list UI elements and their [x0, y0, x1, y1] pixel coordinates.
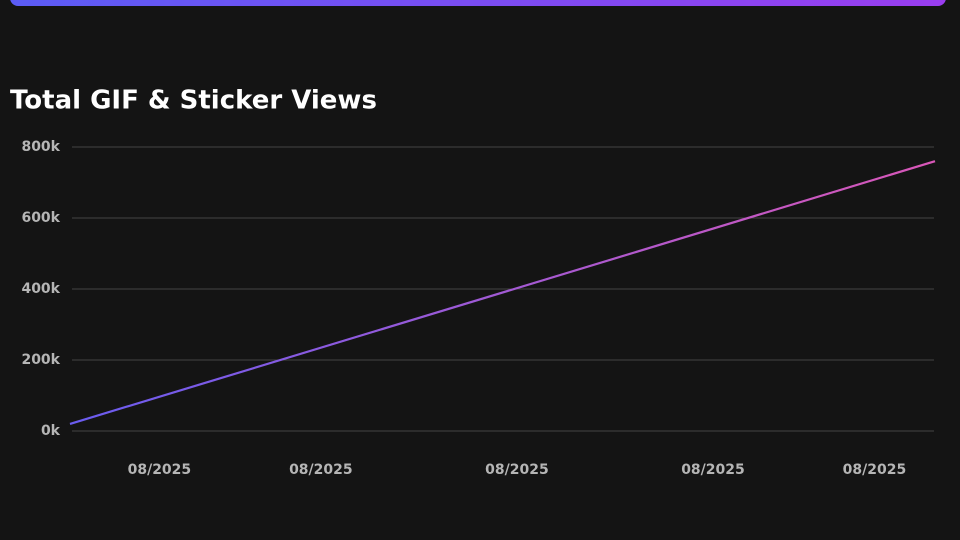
y-tick-label: 0k: [41, 423, 61, 439]
x-tick-label: 08/2025: [128, 462, 192, 478]
y-tick-label: 200k: [21, 352, 60, 368]
x-tick-label: 08/2025: [485, 462, 549, 478]
x-tick-label: 08/2025: [843, 462, 907, 478]
x-tick-label: 08/2025: [681, 462, 745, 478]
y-tick-label: 400k: [21, 281, 60, 297]
y-tick-label: 600k: [21, 210, 60, 226]
chart-title: Total GIF & Sticker Views: [10, 86, 377, 116]
line: [69, 160, 936, 425]
x-tick-label: 08/2025: [289, 462, 353, 478]
y-tick-label: 800k: [21, 139, 60, 155]
top-bar: [10, 0, 946, 6]
